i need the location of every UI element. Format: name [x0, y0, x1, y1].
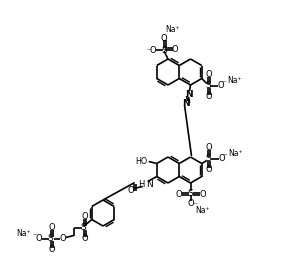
Text: O: O: [36, 234, 42, 243]
Text: O: O: [187, 198, 194, 207]
Text: Na⁺: Na⁺: [228, 76, 242, 85]
Text: O: O: [81, 212, 88, 221]
Text: O: O: [218, 81, 224, 90]
Text: ⁻: ⁻: [222, 152, 227, 161]
Text: O: O: [199, 190, 206, 198]
Text: S: S: [161, 46, 167, 54]
Text: S: S: [188, 188, 193, 197]
Text: O: O: [81, 234, 88, 243]
Text: ⁻: ⁻: [221, 79, 226, 88]
Text: O: O: [150, 46, 156, 54]
Text: O: O: [49, 245, 55, 254]
Text: Na⁺: Na⁺: [166, 24, 180, 34]
Text: ⁻: ⁻: [192, 202, 197, 210]
Text: N: N: [185, 90, 192, 98]
Text: O: O: [206, 92, 212, 101]
Text: H: H: [138, 180, 145, 189]
Text: Na⁺: Na⁺: [195, 205, 210, 215]
Text: O: O: [206, 70, 212, 79]
Text: O: O: [161, 34, 167, 43]
Text: S: S: [81, 223, 87, 232]
Text: N: N: [146, 180, 153, 189]
Text: O: O: [49, 223, 55, 232]
Text: HO: HO: [136, 157, 148, 166]
Text: Na⁺: Na⁺: [228, 149, 243, 158]
Text: O: O: [206, 165, 212, 174]
Text: S: S: [205, 81, 211, 90]
Text: ⁻: ⁻: [32, 232, 37, 241]
Text: O: O: [206, 143, 212, 152]
Text: Na⁺: Na⁺: [16, 229, 31, 238]
Text: S: S: [205, 154, 211, 163]
Text: O: O: [59, 234, 66, 243]
Text: O: O: [172, 44, 178, 53]
Text: ⁻: ⁻: [147, 48, 151, 56]
Text: O: O: [175, 190, 182, 198]
Text: O: O: [218, 154, 225, 163]
Text: N: N: [182, 98, 189, 108]
Text: O: O: [127, 186, 134, 195]
Text: S: S: [48, 234, 54, 243]
